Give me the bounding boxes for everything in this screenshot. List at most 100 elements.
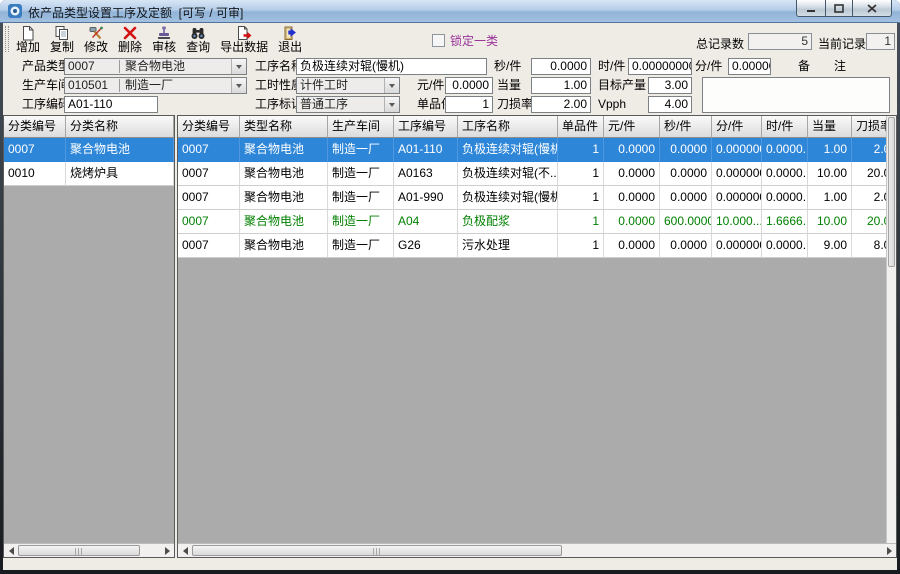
scroll-right-arrow[interactable]: [882, 544, 896, 557]
cell: 0.0000000: [712, 186, 762, 210]
process-flag-combo[interactable]: 普通工序: [296, 96, 400, 113]
chevron-down-icon[interactable]: [384, 78, 399, 93]
scroll-right-arrow[interactable]: [160, 544, 174, 557]
cell: 0.0000000: [712, 234, 762, 258]
column-header[interactable]: 分类名称: [66, 116, 174, 138]
cell: 制造一厂: [328, 234, 394, 258]
sec-per-unit-label: 秒/件: [494, 59, 522, 73]
column-header[interactable]: 工序名称: [458, 116, 558, 138]
add-button[interactable]: 增加: [11, 24, 45, 55]
scroll-left-arrow[interactable]: [178, 544, 192, 557]
query-button[interactable]: 查询: [181, 24, 215, 55]
cell: 0.0000...: [762, 186, 808, 210]
column-header[interactable]: 秒/件: [660, 116, 712, 138]
equivalent-input[interactable]: 1.00: [531, 77, 591, 94]
hour-per-unit-label: 时/件: [598, 59, 626, 73]
lock-category-checkbox[interactable]: [432, 34, 445, 47]
cell: 0.0000...: [762, 138, 808, 162]
lock-category-label[interactable]: 锁定一类: [450, 34, 499, 48]
process-code-input[interactable]: A01-110: [64, 96, 158, 113]
v-scrollbar[interactable]: [886, 116, 896, 543]
chevron-down-icon[interactable]: [384, 97, 399, 112]
minimize-button[interactable]: [796, 0, 826, 17]
column-header[interactable]: 单品件: [558, 116, 604, 138]
cell: 0.0000: [604, 162, 660, 186]
column-header[interactable]: 分/件: [712, 116, 762, 138]
cell: A01-990: [394, 186, 458, 210]
cell: 8.00: [852, 234, 886, 258]
copy-button[interactable]: 复制: [45, 24, 79, 55]
toolbar-grip[interactable]: [5, 26, 9, 52]
cell: 10.00: [808, 210, 852, 234]
titlebar[interactable]: 依产品类型设置工序及定额 [可写 / 可审]: [0, 0, 900, 23]
single-unit-input[interactable]: 1: [445, 96, 493, 113]
blade-loss-input[interactable]: 2.00: [531, 96, 591, 113]
column-header[interactable]: 生产车间: [328, 116, 394, 138]
scroll-thumb[interactable]: [18, 545, 140, 556]
cell: 聚合物电池: [66, 138, 174, 162]
audit-button[interactable]: 审核: [147, 24, 181, 55]
exit-button[interactable]: 退出: [273, 24, 307, 55]
cell: 9.00: [808, 234, 852, 258]
cell: 0007: [178, 186, 240, 210]
h-scrollbar[interactable]: [4, 543, 174, 557]
window-controls: [796, 0, 892, 17]
table-row[interactable]: 0007 聚合物电池 制造一厂 A0163 负极连续对辊(不... 1 0.00…: [178, 162, 886, 186]
workshop-combo[interactable]: 010501 制造一厂: [64, 77, 247, 94]
chevron-down-icon[interactable]: [231, 78, 246, 93]
table-row[interactable]: 0007 聚合物电池 制造一厂 G26 污水处理 1 0.0000 0.0000…: [178, 234, 886, 258]
remark-textarea[interactable]: [702, 77, 890, 113]
cell: 聚合物电池: [240, 234, 328, 258]
column-header[interactable]: 分类编号: [178, 116, 240, 138]
table-row[interactable]: 0007 聚合物电池 制造一厂 A04 负极配浆 1 0.0000 600.00…: [178, 210, 886, 234]
table-header-row: 分类编号 分类名称: [4, 116, 174, 138]
table-row[interactable]: 0007 聚合物电池 制造一厂 A01-110 负极连续对辊(慢机) 1 0.0…: [178, 138, 886, 162]
labor-type-label: 工时性质: [255, 78, 304, 92]
table-row[interactable]: 0010 烧烤炉具: [4, 162, 174, 186]
maximize-button[interactable]: [825, 0, 853, 17]
yuan-per-unit-input[interactable]: 0.0000: [445, 77, 493, 94]
column-header[interactable]: 分类编号: [4, 116, 66, 138]
column-header[interactable]: 当量: [808, 116, 852, 138]
delete-x-icon: [123, 26, 137, 40]
column-header[interactable]: 刀损率: [852, 116, 886, 138]
modify-button[interactable]: 修改: [79, 24, 113, 55]
process-name-input[interactable]: 负极连续对辊(慢机): [296, 58, 487, 75]
category-table-panel: 分类编号 分类名称 0007 聚合物电池 0010 烧烤炉具: [3, 115, 175, 558]
cell: 1: [558, 162, 604, 186]
cell: 0.0000: [604, 186, 660, 210]
table-header-row: 分类编号 类型名称 生产车间 工序编号 工序名称 单品件 元/件 秒/件 分/件…: [178, 116, 886, 138]
total-records-value: 5: [748, 33, 812, 50]
lock-category-checkbox-group: 锁定一类: [432, 32, 498, 49]
cell: 0.0000: [660, 186, 712, 210]
cell: 2.00: [852, 186, 886, 210]
cell: A04: [394, 210, 458, 234]
min-per-unit-input[interactable]: 0.000000: [728, 58, 771, 75]
scroll-thumb[interactable]: [192, 545, 562, 556]
table-row[interactable]: 0007 聚合物电池: [4, 138, 174, 162]
cell: 1.00: [808, 138, 852, 162]
labor-type-combo[interactable]: 计件工时: [296, 77, 400, 94]
left-category-table: 分类编号 分类名称 0007 聚合物电池 0010 烧烤炉具: [4, 116, 174, 543]
scroll-thumb[interactable]: [888, 117, 895, 267]
export-data-button[interactable]: 导出数据: [215, 24, 273, 55]
column-header[interactable]: 类型名称: [240, 116, 328, 138]
chevron-down-icon[interactable]: [231, 59, 246, 74]
scroll-left-arrow[interactable]: [4, 544, 18, 557]
delete-button[interactable]: 删除: [113, 24, 147, 55]
cell: 0.0000...: [762, 234, 808, 258]
column-header[interactable]: 时/件: [762, 116, 808, 138]
h-scrollbar[interactable]: [178, 543, 896, 557]
column-header[interactable]: 元/件: [604, 116, 660, 138]
product-type-combo[interactable]: 0007 聚合物电池: [64, 58, 247, 75]
hour-per-unit-input[interactable]: 0.00000000: [628, 58, 692, 75]
sec-per-unit-input[interactable]: 0.0000: [531, 58, 591, 75]
table-row[interactable]: 0007 聚合物电池 制造一厂 A01-990 负极连续对辊(慢机) 1 0.0…: [178, 186, 886, 210]
vpph-input[interactable]: 4.00: [648, 96, 692, 113]
cell: 0007: [178, 234, 240, 258]
remark-label: 备 注: [798, 59, 847, 73]
close-button[interactable]: [852, 0, 892, 17]
equivalent-label: 当量: [497, 78, 522, 92]
column-header[interactable]: 工序编号: [394, 116, 458, 138]
target-output-input[interactable]: 3.00: [648, 77, 692, 94]
